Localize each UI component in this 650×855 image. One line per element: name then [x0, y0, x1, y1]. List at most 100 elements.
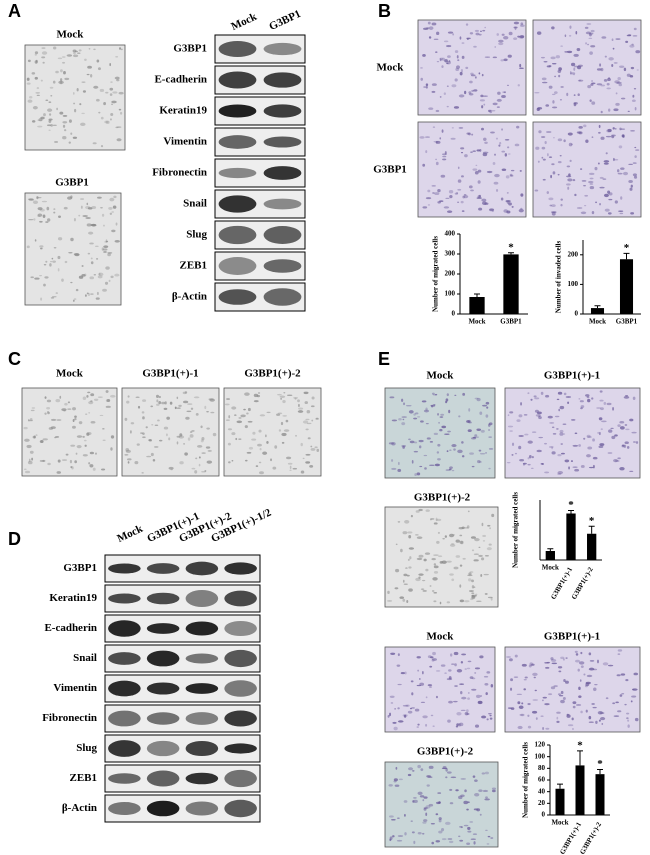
cell [474, 170, 479, 175]
cell [95, 452, 97, 455]
cell [41, 200, 48, 203]
cell [446, 771, 452, 774]
cell [116, 126, 122, 128]
cell [105, 239, 108, 243]
cell [436, 60, 440, 63]
cell [477, 180, 481, 184]
cell [33, 218, 36, 221]
cell [627, 724, 630, 728]
cell [475, 593, 478, 596]
cell [565, 680, 569, 684]
band [185, 561, 219, 576]
cell [71, 466, 74, 470]
cell [24, 470, 31, 474]
cell [105, 266, 110, 270]
cell [48, 118, 53, 121]
cell [534, 689, 537, 692]
y-tick-label: 200 [568, 250, 579, 258]
cell [634, 717, 639, 722]
cell [410, 680, 414, 683]
cell [105, 390, 109, 393]
cell [46, 124, 52, 127]
cell [205, 446, 211, 449]
cell [589, 177, 594, 180]
cell [235, 437, 238, 441]
cell [542, 178, 546, 181]
band [263, 166, 302, 180]
cell [486, 406, 489, 409]
cell [441, 838, 447, 841]
cell [438, 421, 440, 424]
cell [447, 31, 454, 34]
cell [422, 671, 424, 675]
cell [166, 433, 168, 437]
cell [484, 593, 488, 595]
protein-label: ZEB1 [69, 772, 97, 784]
cell [507, 153, 511, 155]
cell [422, 27, 429, 30]
cell [414, 708, 420, 712]
cell [72, 425, 76, 429]
cell [625, 679, 629, 682]
cell [444, 672, 447, 674]
cell [458, 127, 464, 129]
cell [198, 463, 201, 467]
cell [146, 455, 152, 458]
cell [407, 710, 413, 714]
band [224, 680, 257, 697]
cell [402, 531, 408, 535]
cell [34, 51, 39, 55]
cell [425, 85, 428, 89]
cell [305, 428, 309, 431]
x-tick-label: Mock [468, 318, 485, 326]
cell [568, 173, 571, 177]
cell [41, 56, 46, 59]
cell [461, 210, 465, 212]
micrograph [504, 387, 641, 479]
cell [422, 821, 427, 824]
cell [586, 23, 592, 25]
cell [451, 469, 455, 472]
cell [81, 81, 86, 83]
cell [511, 205, 514, 208]
label: C [8, 349, 21, 369]
cell [489, 208, 494, 211]
cell [486, 843, 490, 845]
cell [413, 417, 418, 420]
cell [606, 402, 612, 406]
cell [270, 458, 272, 462]
cell [498, 39, 504, 43]
band [218, 257, 257, 275]
cell [259, 447, 262, 451]
cell [55, 70, 59, 74]
cell [247, 407, 251, 412]
cell [567, 178, 573, 182]
cell [45, 260, 48, 263]
cell [459, 839, 464, 842]
cell [464, 90, 467, 95]
cell [392, 721, 397, 724]
cell [57, 237, 63, 241]
cell [462, 195, 466, 199]
cell [449, 840, 454, 844]
cell [620, 196, 623, 200]
cell [62, 121, 68, 124]
bar [595, 774, 605, 815]
cell [466, 420, 470, 423]
cell [519, 67, 524, 69]
cell [443, 92, 446, 95]
micrograph-frame [21, 387, 118, 477]
cell [402, 579, 405, 583]
cell [276, 413, 281, 416]
band [108, 593, 141, 604]
cell [564, 459, 570, 463]
cell [406, 600, 409, 603]
cell [468, 93, 474, 96]
cell [507, 414, 510, 417]
cell [277, 412, 283, 415]
cell [90, 223, 97, 227]
cell [506, 192, 509, 194]
cell [83, 439, 87, 442]
cell [600, 110, 603, 114]
cell [467, 697, 470, 700]
